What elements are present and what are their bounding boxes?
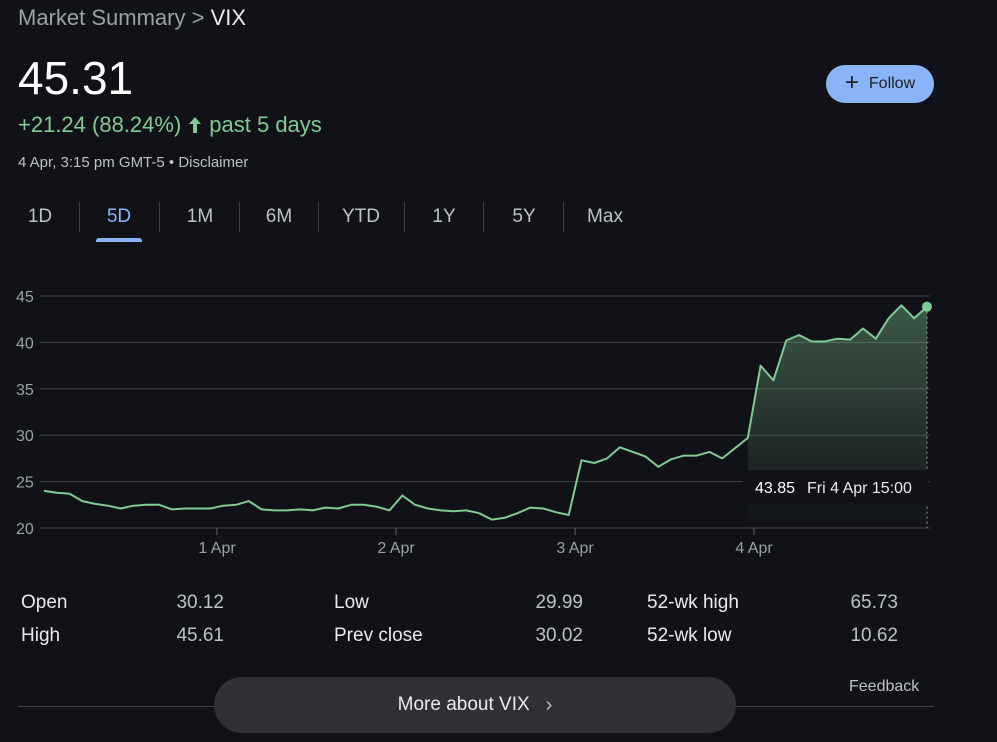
x-tick-label: 1 Apr — [198, 540, 236, 557]
feedback-link[interactable]: Feedback — [849, 678, 920, 695]
quote-meta: 4 Apr, 3:15 pm GMT-5 • Disclaimer — [18, 154, 248, 171]
stat-value-52wk-low: 10.62 — [850, 625, 898, 646]
tooltip-time: Fri 4 Apr 15:00 — [807, 480, 912, 497]
tab-divider — [159, 202, 160, 232]
tab-ytd[interactable]: YTD — [342, 206, 380, 227]
more-about-button[interactable]: More about VIX › — [214, 677, 736, 733]
stat-value-low: 29.99 — [535, 592, 583, 613]
price-chart-svg[interactable]: 20 25 30 35 40 45 1 Apr 2 Apr 3 Apr 4 Apr 43.85 Fr… — [0, 280, 997, 565]
stat-label-52wk-high: 52-wk high — [647, 592, 739, 613]
series-line — [43, 304, 928, 521]
chevron-right-icon: › — [545, 693, 553, 716]
disclaimer-link[interactable]: Disclaimer — [178, 154, 249, 171]
stats-table: Open 30.12 High 45.61 Low 29.99 Prev clo… — [0, 588, 997, 658]
x-tick-label: 3 Apr — [556, 540, 594, 557]
price-chart[interactable]: 20 25 30 35 40 45 1 Apr 2 Apr 3 Apr 4 Apr 43.85 Fr… — [0, 280, 997, 565]
x-tick-label: 4 Apr — [735, 540, 773, 557]
breadcrumb-current: VIX — [210, 5, 247, 30]
tab-divider — [239, 202, 240, 232]
arrow-up-icon — [189, 117, 202, 133]
tab-5y[interactable]: 5Y — [512, 206, 536, 227]
y-tick-label: 45 — [16, 289, 34, 306]
stat-label-open: Open — [21, 592, 68, 613]
tab-divider — [563, 202, 564, 232]
stat-value-open: 30.12 — [176, 592, 224, 613]
stat-label-prev-close: Prev close — [334, 625, 423, 646]
stat-label-low: Low — [334, 592, 369, 613]
tab-1d[interactable]: 1D — [27, 206, 53, 227]
plus-icon: + — [844, 69, 859, 96]
follow-button[interactable]: + Follow — [826, 65, 934, 103]
change-value: +21.24 (88.24%) — [18, 112, 182, 137]
y-tick-label: 25 — [16, 475, 34, 492]
x-tick-label: 2 Apr — [377, 540, 415, 557]
tab-6m[interactable]: 6M — [265, 206, 293, 227]
stat-value-52wk-high: 65.73 — [850, 592, 898, 613]
stat-value-prev-close: 30.02 — [535, 625, 583, 646]
price-change: +21.24 (88.24%) past 5 days — [18, 112, 322, 138]
tab-divider — [318, 202, 319, 232]
tab-1m[interactable]: 1M — [186, 206, 214, 227]
hover-point — [922, 301, 932, 312]
tab-divider — [79, 202, 80, 232]
change-period: past 5 days — [209, 112, 322, 137]
stat-label-52wk-low: 52-wk low — [647, 625, 732, 646]
tooltip-value: 43.85 — [755, 480, 795, 497]
y-tick-label: 20 — [16, 521, 34, 538]
more-about-label: More about VIX — [397, 694, 530, 715]
y-tick-label: 35 — [16, 382, 34, 399]
breadcrumb-separator: > — [185, 5, 211, 30]
y-tick-label: 40 — [16, 335, 34, 352]
y-tick-label: 30 — [16, 428, 34, 445]
tab-5d[interactable]: 5D — [96, 196, 142, 242]
current-price: 45.31 — [18, 52, 134, 104]
breadcrumb: Market Summary > VIX — [18, 5, 246, 31]
tooltip-box — [743, 470, 928, 504]
quote-timestamp: 4 Apr, 3:15 pm GMT-5 — [18, 154, 165, 171]
tab-divider — [404, 202, 405, 232]
range-tabs: 1D 5D 1M 6M YTD 1Y 5Y Max — [0, 196, 660, 242]
tab-divider — [483, 202, 484, 232]
active-tab-indicator — [96, 238, 142, 242]
stat-label-high: High — [21, 625, 61, 646]
breadcrumb-parent-link[interactable]: Market Summary — [18, 5, 186, 30]
tab-max[interactable]: Max — [587, 206, 623, 227]
meta-dot: • — [164, 154, 179, 171]
tab-1y[interactable]: 1Y — [432, 206, 456, 227]
follow-label: Follow — [868, 75, 916, 92]
stat-value-high: 45.61 — [176, 625, 224, 646]
tab-5d-label: 5D — [106, 206, 132, 227]
